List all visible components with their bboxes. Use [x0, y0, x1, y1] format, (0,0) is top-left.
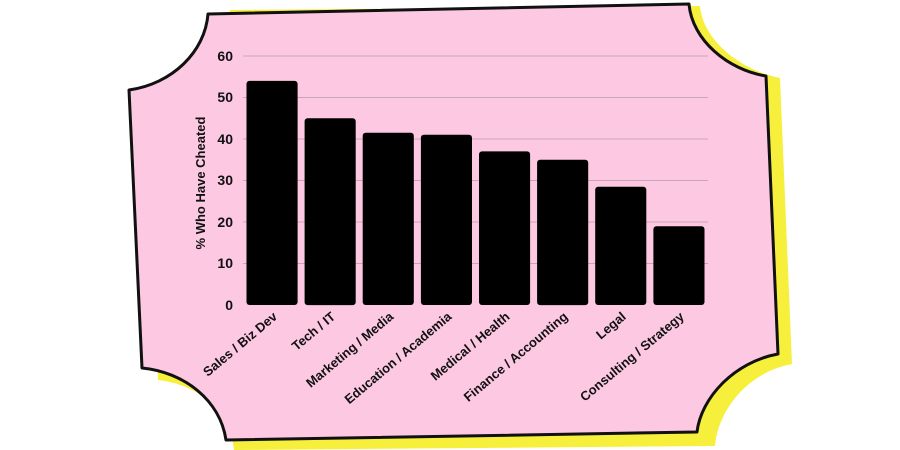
y-tick-label: 40	[217, 131, 233, 147]
bar	[304, 118, 356, 306]
y-axis-title: % Who Have Cheated	[193, 116, 208, 249]
bar	[362, 132, 414, 305]
bar	[479, 151, 531, 305]
bar	[420, 134, 472, 305]
bar	[537, 159, 589, 306]
bar	[595, 186, 647, 305]
y-tick-label: 0	[225, 297, 233, 313]
y-tick-label: 20	[217, 214, 233, 230]
y-tick-label: 10	[217, 255, 233, 271]
y-tick-label: 60	[217, 48, 233, 64]
y-axis-ticks: 0 10 20 30 40 50 60	[217, 48, 233, 313]
bar	[246, 80, 298, 306]
y-tick-label: 30	[217, 172, 233, 188]
bars	[246, 80, 705, 306]
bar	[653, 226, 705, 305]
y-tick-label: 50	[217, 89, 233, 105]
